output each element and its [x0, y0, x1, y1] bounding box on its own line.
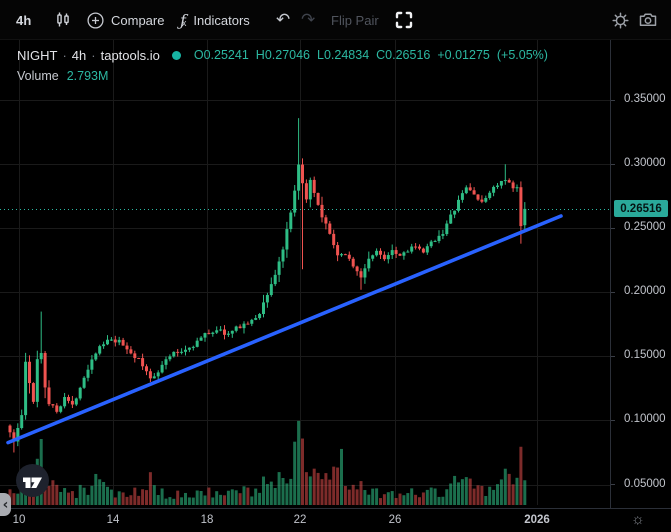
compare-button[interactable]: Compare	[87, 0, 164, 40]
time-tick-label: 10	[12, 514, 26, 526]
scroll-left-handle[interactable]: ‹	[0, 493, 11, 516]
fullscreen-button[interactable]	[394, 0, 414, 40]
price-tick-mark	[611, 163, 615, 165]
separator: ·	[62, 47, 67, 63]
candlestick-chart-icon	[54, 11, 72, 29]
price-tick-label: 0.25000	[624, 221, 666, 234]
volume-row: Volume 2.793M	[17, 69, 548, 83]
theme-sun-icon[interactable]: ☼	[631, 511, 645, 528]
settings-button[interactable]	[611, 0, 630, 40]
time-tick-label: 18	[200, 514, 214, 526]
chart-canvas[interactable]	[0, 40, 671, 508]
price-tick-mark	[611, 291, 615, 293]
price-tick-mark	[611, 99, 615, 101]
price-tick-label: 0.10000	[624, 413, 666, 426]
volume-value: 2.793M	[66, 69, 109, 83]
redo-icon: ↷	[301, 10, 316, 29]
close-value: C0.26516	[376, 48, 431, 62]
separator: ·	[91, 47, 96, 63]
change-percent: (+5.05%)	[496, 48, 548, 62]
indicators-label: Indicators	[193, 12, 250, 28]
ohlc-values: O0.25241 H0.27046 L0.24834 C0.26516 +0.0…	[194, 48, 548, 62]
tradingview-logo[interactable]	[16, 464, 49, 497]
legend-title-row: NIGHT · 4h · taptools.io O0.25241 H0.270…	[17, 47, 548, 63]
gear-icon	[611, 11, 630, 30]
time-tick-label: 14	[106, 514, 120, 526]
low-value: L0.24834	[317, 48, 370, 62]
volume-label: Volume	[17, 69, 59, 83]
undo-icon: ↶	[276, 10, 291, 29]
chart-type-button[interactable]	[54, 0, 72, 40]
compare-label: Compare	[111, 12, 165, 28]
legend-source: taptools.io	[100, 47, 160, 63]
flip-pair-button[interactable]: Flip Pair	[331, 0, 379, 40]
price-tick-label: 0.05000	[624, 477, 666, 490]
price-tick-mark	[611, 227, 615, 229]
price-tick-label: 0.30000	[624, 157, 666, 170]
open-value: O0.25241	[193, 48, 249, 62]
price-tick-label: 0.35000	[624, 93, 666, 106]
chart-legend: NIGHT · 4h · taptools.io O0.25241 H0.270…	[17, 47, 548, 84]
change-value: +0.01275	[437, 48, 490, 62]
price-tick-mark	[611, 419, 615, 421]
price-axis[interactable]: 0.26516 0.35000 0.30000 0.25000 0.20000 0.15…	[610, 40, 671, 508]
plus-circle-icon	[87, 11, 104, 29]
symbol-name[interactable]: NIGHT	[17, 47, 58, 63]
price-tick-mark	[611, 355, 615, 357]
redo-button[interactable]: ↷	[301, 0, 315, 40]
time-tick-label: 22	[293, 514, 307, 526]
price-tick-label: 0.20000	[624, 285, 666, 298]
live-status-dot	[171, 50, 181, 60]
camera-icon	[638, 11, 658, 29]
screenshot-button[interactable]	[638, 0, 658, 40]
fullscreen-icon	[394, 10, 414, 30]
legend-interval: 4h	[71, 47, 87, 63]
undo-button[interactable]: ↶	[276, 0, 290, 40]
last-price-badge: 0.26516	[614, 200, 668, 218]
time-tick-label: 26	[388, 514, 402, 526]
high-value: H0.27046	[255, 48, 311, 62]
timeframe-button[interactable]: 4h	[16, 0, 32, 40]
chevron-left-icon: ‹	[2, 496, 9, 513]
price-tick-mark	[611, 484, 615, 485]
time-axis[interactable]: ☼ 10 14 18 22 26 2026	[0, 508, 671, 532]
time-tick-label: 2026	[524, 514, 550, 526]
price-tick-label: 0.15000	[624, 349, 666, 362]
